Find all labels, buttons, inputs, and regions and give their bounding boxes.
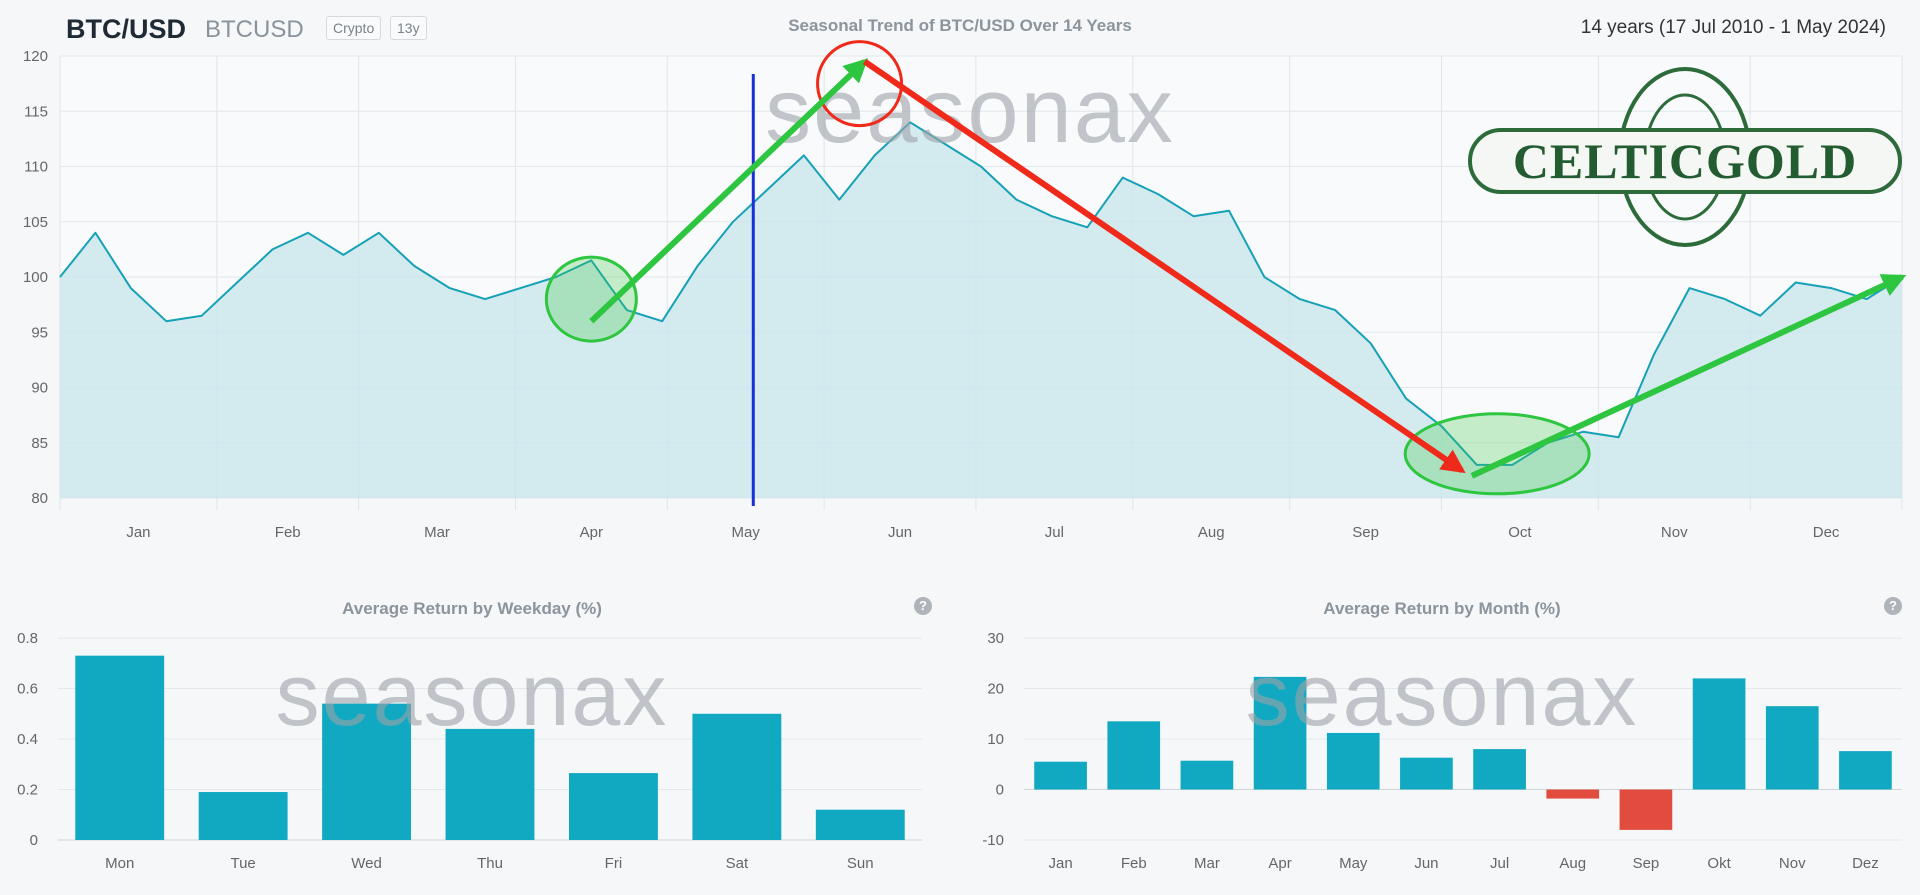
month-x-tick: Jan <box>1048 855 1072 872</box>
month-bar <box>1473 749 1526 790</box>
weekday-bar <box>568 773 658 840</box>
weekday-x-tick: Thu <box>477 855 503 872</box>
month-x-tick: Dez <box>1852 855 1879 872</box>
x-tick-label: Feb <box>275 524 301 541</box>
logo-banner <box>1468 128 1902 194</box>
x-tick-label: Apr <box>580 524 603 541</box>
weekday-bar <box>198 792 288 840</box>
y-tick-label: 105 <box>23 214 48 231</box>
y-tick-label: 115 <box>24 103 48 120</box>
x-tick-label: Jan <box>126 524 150 541</box>
month-y-tick: -10 <box>982 832 1004 849</box>
y-tick-label: 110 <box>24 159 48 176</box>
logo-text: CELTICGOLD <box>1513 133 1857 189</box>
weekday-bar <box>815 809 905 840</box>
seasonal-area <box>60 122 1902 499</box>
month-y-tick: 10 <box>987 731 1004 748</box>
month-help-icon[interactable]: ? <box>1884 597 1902 615</box>
weekday-y-tick: 0.6 <box>17 681 38 698</box>
weekday-y-tick: 0.2 <box>17 782 38 799</box>
weekday-x-tick: Fri <box>605 855 623 872</box>
downtrend-arrow <box>862 59 1466 474</box>
x-tick-label: Nov <box>1661 524 1688 541</box>
ticker-label: BTCUSD <box>205 16 304 43</box>
month-bar <box>1253 676 1307 790</box>
month-x-tick: Mar <box>1194 855 1220 872</box>
low-circle <box>544 255 638 343</box>
month-bar <box>1034 761 1087 790</box>
month-bar <box>1692 678 1746 790</box>
celticgold-logo: CELTICGOLD <box>1468 67 1902 247</box>
weekday-y-tick: 0 <box>30 832 38 849</box>
weekday-x-tick: Mon <box>105 855 134 872</box>
weekday-x-tick: Tue <box>230 855 255 872</box>
period-label: 14 years (17 Jul 2010 - 1 May 2024) <box>1580 17 1886 38</box>
month-x-tick: Feb <box>1121 855 1147 872</box>
month-bar <box>1839 751 1892 790</box>
y-tick-label: 100 <box>23 269 48 286</box>
month-x-tick: Sep <box>1633 855 1660 872</box>
chart-header: BTC/USD BTCUSD Crypto 13y Seasonal Trend… <box>0 0 1920 56</box>
weekday-bar <box>75 655 165 840</box>
month-bar <box>1107 721 1161 790</box>
month-y-tick: 30 <box>987 630 1004 647</box>
x-tick-label: Aug <box>1198 524 1225 541</box>
main-chart-title: Seasonal Trend of BTC/USD Over 14 Years <box>788 16 1132 35</box>
x-tick-label: May <box>732 524 761 541</box>
x-tick-label: Oct <box>1508 524 1532 541</box>
seasonal-line <box>59 121 1903 466</box>
month-bar <box>1400 757 1453 790</box>
years-badge: 13y <box>390 16 427 40</box>
uptrend-arrow <box>1470 274 1907 479</box>
month-bar <box>1180 760 1234 790</box>
weekday-bar <box>445 728 535 840</box>
month-x-tick: Apr <box>1268 855 1291 872</box>
symbol-title: BTC/USD <box>66 14 186 44</box>
month-x-tick: Nov <box>1779 855 1806 872</box>
y-tick-label: 80 <box>31 490 48 507</box>
watermark-main: seasonax <box>765 60 1175 162</box>
month-y-tick: 20 <box>987 681 1004 698</box>
y-tick-label: 90 <box>31 380 48 397</box>
low-circle <box>1403 412 1591 496</box>
month-bar <box>1326 732 1380 790</box>
weekday-title: Average Return by Weekday (%) <box>342 599 602 618</box>
month-x-tick: Jul <box>1490 855 1509 872</box>
watermark-weekday: seasonax <box>276 645 669 744</box>
weekday-help-icon[interactable]: ? <box>914 597 932 615</box>
month-title: Average Return by Month (%) <box>1323 599 1560 618</box>
month-x-tick: Aug <box>1559 855 1586 872</box>
weekday-bar <box>322 703 412 840</box>
month-bar <box>1546 789 1600 799</box>
watermark-month: seasonax <box>1246 645 1639 744</box>
weekday-y-tick: 0.4 <box>17 731 38 748</box>
x-tick-label: Jul <box>1045 524 1064 541</box>
month-x-tick: Jun <box>1414 855 1438 872</box>
month-bar <box>1765 706 1819 790</box>
y-tick-label: 85 <box>31 435 48 452</box>
y-tick-label: 95 <box>31 324 48 341</box>
x-tick-label: Dec <box>1813 524 1840 541</box>
weekday-x-tick: Sat <box>726 855 749 872</box>
weekday-x-tick: Sun <box>847 855 874 872</box>
peak-circle <box>816 40 904 128</box>
x-tick-label: Sep <box>1352 524 1379 541</box>
month-x-tick: May <box>1339 855 1368 872</box>
month-x-tick: Okt <box>1707 855 1731 872</box>
weekday-bar <box>692 713 782 840</box>
x-tick-label: Mar <box>424 524 450 541</box>
y-tick-label: 120 <box>23 48 48 65</box>
month-y-tick: 0 <box>996 782 1004 799</box>
weekday-x-tick: Wed <box>351 855 382 872</box>
asset-type-badge: Crypto <box>326 16 382 40</box>
uptrend-arrow <box>589 58 869 324</box>
weekday-y-tick: 0.8 <box>17 630 38 647</box>
month-bar <box>1619 789 1673 830</box>
x-tick-label: Jun <box>888 524 912 541</box>
